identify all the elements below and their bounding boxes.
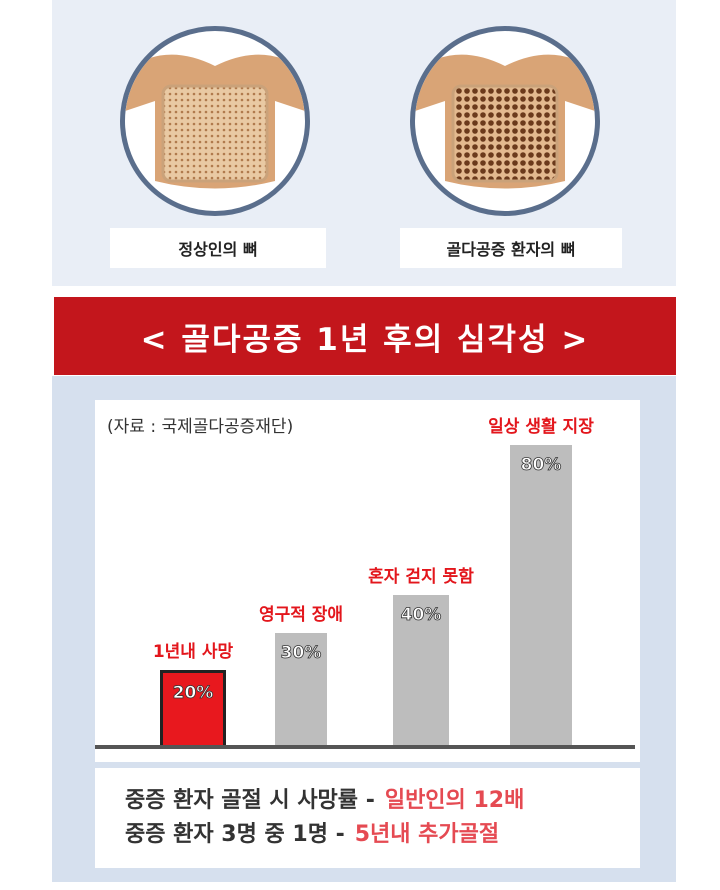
osteoporosis-bone-label: 골다공증 환자의 뼈 [400, 228, 622, 268]
bar-value-label: 30% [280, 642, 322, 663]
bar-category-label: 일상 생활 지장 [488, 417, 594, 437]
note-highlight: 일반인의 12배 [384, 788, 525, 813]
chart-source: (자료 : 국제골다공증재단) [107, 417, 294, 437]
bar-value-label: 80% [520, 455, 562, 476]
bar-category-label: 영구적 장애 [258, 604, 344, 625]
bar-value-label: 40% [400, 605, 442, 626]
note-highlight: 5년내 추가골절 [354, 822, 500, 847]
banner-title: < 골다공증 1년 후의 심각성 > [54, 297, 676, 375]
bar-category-label: 1년내 사망 [152, 642, 234, 662]
normal-bone-image [120, 26, 310, 216]
bar-1: 20% [160, 670, 226, 745]
notes-box: 중증 환자 골절 시 사망률 - 일반인의 12배 중증 환자 3명 중 1명 -… [95, 768, 640, 868]
note-line: 중증 환자 3명 중 1명 - 5년내 추가골절 [125, 818, 640, 852]
bar-2: 30% [275, 632, 327, 745]
note-text: 중증 환자 3명 중 1명 - [125, 822, 345, 847]
bar-category-label: 혼자 걷지 못함 [368, 567, 474, 587]
bar-value-label: 20% [172, 683, 214, 704]
note-line: 중증 환자 골절 시 사망률 - 일반인의 12배 [125, 784, 640, 818]
normal-bone-label: 정상인의 뼈 [110, 228, 326, 268]
bar-4: 80% [510, 445, 572, 745]
osteoporosis-bone-image [410, 26, 600, 216]
bar-chart: (자료 : 국제골다공증재단) 20% 1년내 사망 30% 영구적 장애 40% 혼자 … [95, 400, 640, 762]
note-text: 중증 환자 골절 시 사망률 - [125, 788, 375, 813]
x-axis-line [95, 745, 635, 749]
bar-3: 40% [393, 595, 449, 745]
